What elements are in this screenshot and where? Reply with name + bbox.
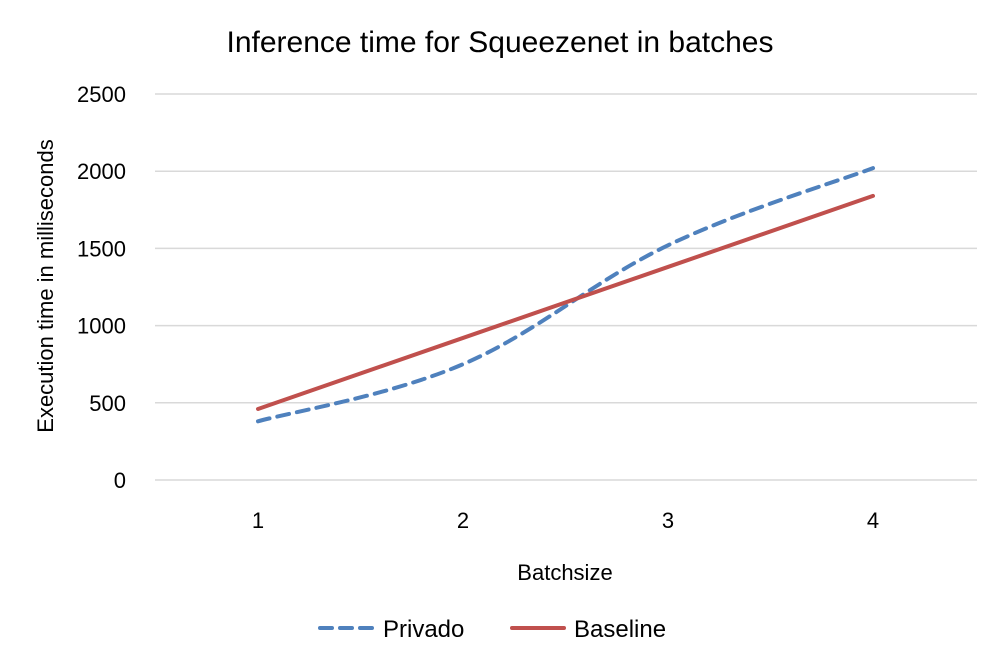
y-axis-label: Execution time in milliseconds (33, 139, 58, 432)
gridlines (155, 93, 977, 481)
series-lines (256, 166, 875, 424)
x-axis-ticks: 1 2 3 4 (252, 508, 879, 533)
series-line-privado (256, 166, 875, 424)
legend-item-privado: Privado (318, 616, 464, 643)
y-tick-label: 1000 (77, 314, 126, 339)
x-tick-label: 3 (662, 508, 674, 533)
y-axis-ticks: 0 500 1000 1500 2000 2500 (77, 82, 126, 493)
x-tick-label: 2 (457, 508, 469, 533)
y-tick-label: 500 (89, 391, 126, 416)
legend-item-baseline: Baseline (510, 616, 666, 643)
series-line-baseline (256, 193, 875, 411)
series-privado (256, 166, 875, 424)
chart-title: Inference time for Squeezenet in batches (226, 26, 773, 59)
y-tick-label: 0 (114, 468, 126, 493)
y-tick-label: 2500 (77, 82, 126, 107)
y-tick-label: 2000 (77, 159, 126, 184)
legend-label-privado: Privado (383, 616, 464, 643)
legend-label-baseline: Baseline (574, 616, 666, 643)
x-tick-label: 1 (252, 508, 264, 533)
series-baseline (256, 193, 875, 411)
x-axis-label: Batchsize (517, 560, 612, 585)
legend: Privado Baseline (318, 616, 666, 643)
x-tick-label: 4 (867, 508, 879, 533)
y-tick-label: 1500 (77, 236, 126, 261)
